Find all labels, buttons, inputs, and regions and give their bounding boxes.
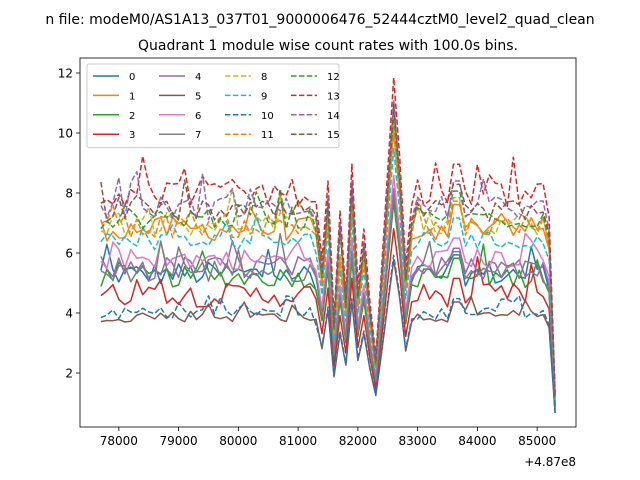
- legend-label-2: 2: [129, 111, 135, 122]
- legend-label-1: 1: [129, 91, 135, 102]
- chart-title: Quadrant 1 module wise count rates with …: [138, 38, 518, 54]
- series-line-10: [100, 254, 556, 413]
- x-tick-label: 78000: [100, 434, 138, 448]
- legend-label-14: 14: [327, 111, 340, 122]
- y-tick-label: 6: [65, 247, 73, 261]
- y-tick-label: 8: [65, 187, 73, 201]
- legend-label-8: 8: [261, 72, 267, 83]
- y-tick-label: 12: [58, 67, 73, 81]
- y-axis: 2 4 6 8 10 12: [58, 67, 80, 381]
- series-lines: [100, 77, 556, 414]
- y-tick-label: 10: [58, 127, 73, 141]
- x-tick-label: 81000: [279, 434, 317, 448]
- legend-label-13: 13: [327, 91, 340, 102]
- legend-label-3: 3: [129, 130, 135, 141]
- legend-label-11: 11: [261, 130, 274, 141]
- series-line-13: [100, 77, 556, 393]
- legend-label-15: 15: [327, 130, 340, 141]
- legend-label-6: 6: [195, 111, 201, 122]
- axes-frame: [79, 57, 577, 428]
- series-line-7: [100, 192, 556, 406]
- y-tick-label: 4: [65, 307, 73, 321]
- series-line-3: [100, 228, 556, 410]
- x-tick-label: 79000: [160, 434, 198, 448]
- x-tick-label: 82000: [339, 434, 377, 448]
- x-tick-label: 85000: [518, 434, 556, 448]
- legend-label-12: 12: [327, 72, 340, 83]
- x-axis-offset-label: +4.87e8: [524, 455, 576, 469]
- series-line-14: [100, 99, 556, 395]
- series-line-9: [100, 148, 556, 401]
- legend-label-5: 5: [195, 91, 201, 102]
- legend-label-9: 9: [261, 91, 267, 102]
- legend-label-4: 4: [195, 72, 201, 83]
- legend-label-10: 10: [261, 111, 274, 122]
- x-tick-label: 84000: [458, 434, 496, 448]
- series-line-15: [100, 103, 556, 396]
- figure-suptitle: n file: modeM0/AS1A13_037T01_9000006476_…: [45, 12, 594, 28]
- legend-label-7: 7: [195, 130, 201, 141]
- x-tick-label: 83000: [399, 434, 437, 448]
- legend-label-0: 0: [129, 72, 135, 83]
- y-tick-label: 2: [65, 367, 73, 381]
- x-tick-label: 80000: [219, 434, 257, 448]
- legend-box: [86, 63, 340, 149]
- x-axis: 78000 79000 80000 81000 82000 83000 84000 85000: [100, 427, 556, 448]
